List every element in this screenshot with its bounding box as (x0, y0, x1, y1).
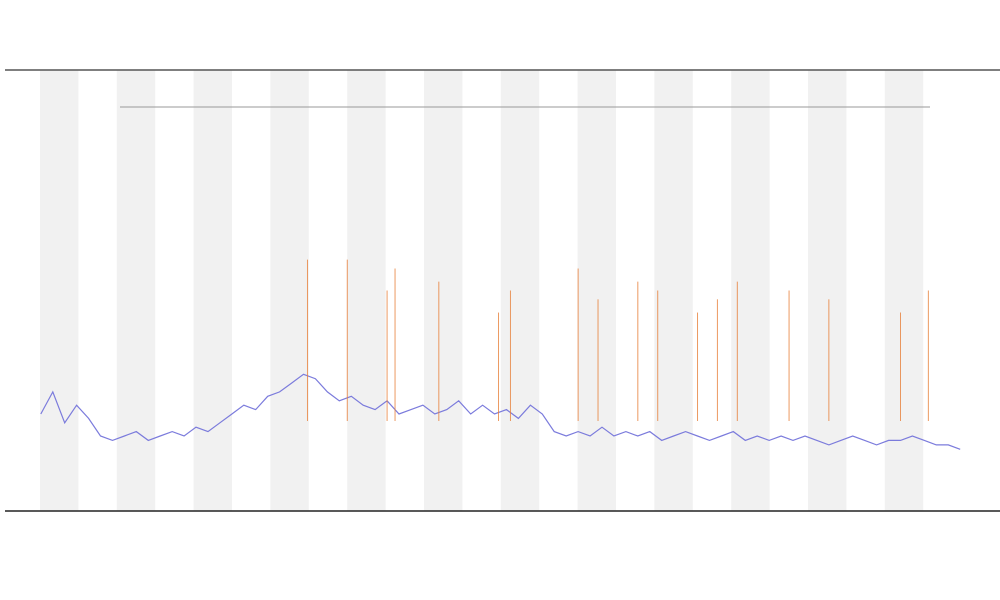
band (500, 70, 540, 511)
band (654, 70, 693, 511)
band (116, 70, 156, 511)
band (40, 70, 79, 511)
band (347, 70, 386, 511)
background-bands (40, 70, 924, 511)
band (193, 70, 232, 511)
line (40, 373, 961, 450)
band (270, 70, 309, 511)
band (808, 70, 847, 511)
band (577, 70, 616, 511)
band (884, 70, 924, 511)
band (424, 70, 463, 511)
